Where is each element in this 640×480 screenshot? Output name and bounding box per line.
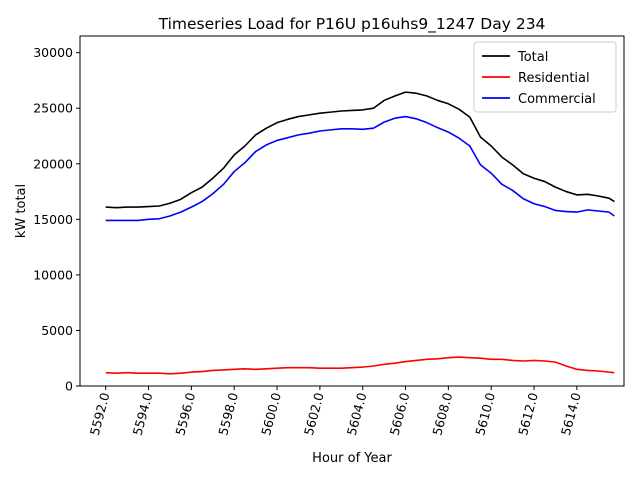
y-tick-label: 20000: [33, 156, 73, 171]
chart-title: Timeseries Load for P16U p16uhs9_1247 Da…: [158, 15, 546, 34]
series-line-commercial: [105, 115, 615, 222]
y-tick-label: 30000: [33, 45, 73, 60]
y-axis: 0 5000 10000 15000 20000 25000 30000: [33, 45, 80, 394]
y-axis-label: kW total: [14, 184, 29, 238]
series-group: [105, 91, 615, 375]
legend-label-residential: Residential: [518, 71, 590, 86]
legend: Total Residential Commercial: [473, 41, 617, 113]
y-tick-label: 0: [65, 379, 73, 394]
y-tick-label: 10000: [33, 267, 73, 282]
y-tick-label: 5000: [41, 323, 73, 338]
plot-frame: [79, 35, 625, 387]
y-tick-label: 15000: [33, 212, 73, 227]
series-line-total: [105, 91, 615, 209]
series-line-residential: [105, 356, 615, 375]
x-axis-label: Hour of Year: [312, 451, 392, 466]
y-tick-label: 25000: [33, 101, 73, 116]
legend-label-total: Total: [517, 50, 548, 65]
legend-box: [473, 41, 617, 113]
legend-label-commercial: Commercial: [518, 92, 596, 107]
